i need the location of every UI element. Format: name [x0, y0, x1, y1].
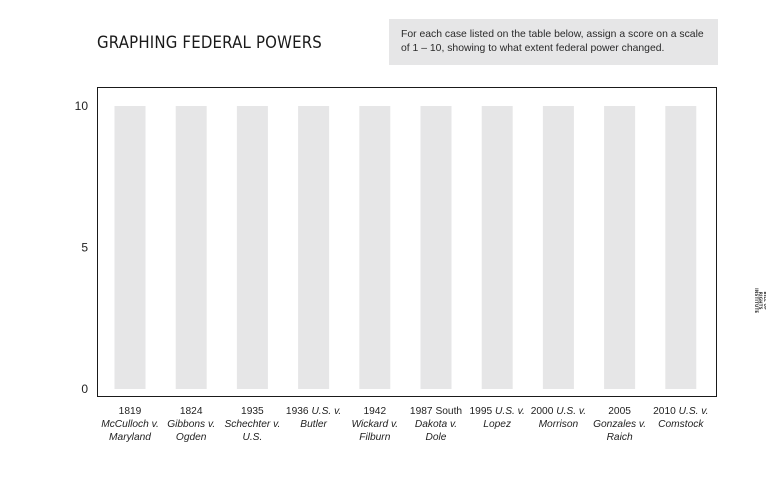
x-tick-case-line: U.S. v.: [495, 406, 525, 417]
y-tick-label-5: 5: [81, 241, 88, 255]
x-tick-case-line: Dakota v.: [414, 419, 458, 430]
bar-4: [359, 106, 391, 389]
x-tick-case-line: Ogden: [175, 432, 207, 443]
x-tick-year: 2005: [608, 406, 631, 417]
x-tick-label: 1987 South Dakota v. Dole: [404, 405, 468, 444]
logo-text: BILL OF RIGHTS INSTITUTE: [754, 288, 766, 314]
instructions-text: For each case listed on the table below,…: [401, 29, 704, 54]
y-tick-label-10: 10: [75, 99, 89, 113]
bar-0: [114, 106, 146, 389]
bar-2: [236, 106, 268, 389]
x-tick-label: 1935 Schechter v. U.S.: [220, 405, 284, 444]
x-tick-year: 1824: [179, 406, 203, 417]
x-tick-case-line: Schechter v.: [224, 419, 281, 430]
x-tick-case-line: Filburn: [359, 432, 391, 443]
x-tick-case-line: Gibbons v.: [167, 419, 216, 430]
x-tick-case-line: Butler: [300, 419, 327, 430]
bar-9: [665, 106, 697, 389]
x-tick-label: 2010 U.S. v. Comstock: [649, 405, 713, 431]
bar-8: [604, 106, 636, 389]
x-tick-case-line: Maryland: [109, 432, 151, 443]
x-tick-label: 1942 Wickard v. Filburn: [343, 405, 407, 444]
x-tick-year: 1942: [363, 406, 387, 417]
page-title: GRAPHING FEDERAL POWERS: [97, 33, 322, 53]
x-tick-case-line: U.S. v.: [678, 406, 709, 417]
x-tick-case-line: U.S. v.: [311, 406, 342, 417]
x-tick-case-line: Wickard v.: [351, 419, 399, 430]
x-tick-year: 1995: [469, 406, 493, 417]
bar-1: [175, 106, 207, 389]
x-tick-case-line: Gonzales v.: [593, 419, 647, 430]
x-tick-year: 1819: [118, 406, 142, 417]
x-tick-case-line: U.S.: [242, 432, 263, 443]
bill-of-rights-institute-logo: BILL OF RIGHTS INSTITUTE: [754, 282, 766, 318]
bar-5: [420, 106, 452, 389]
bar-3: [298, 106, 330, 389]
x-tick-year: 2010: [653, 406, 676, 417]
x-tick-case-line: South: [435, 406, 463, 417]
x-tick-label: 2005 Gonzales v. Raich: [588, 405, 652, 444]
x-tick-case-line: Raich: [606, 432, 633, 443]
x-tick-label: 1819 McCulloch v. Maryland: [98, 405, 162, 444]
y-tick-label-0: 0: [81, 382, 88, 396]
x-tick-year: 1987: [409, 406, 433, 417]
x-tick-label: 2000 U.S. v. Morrison: [526, 405, 590, 431]
bars-group: [114, 106, 697, 389]
instructions-box: For each case listed on the table below,…: [389, 19, 718, 65]
x-tick-label: 1995 U.S. v. Lopez: [465, 405, 529, 431]
y-axis-ticks: 0 5 10: [75, 99, 89, 396]
x-tick-case-line: Lopez: [483, 419, 512, 430]
bar-7: [542, 106, 574, 389]
x-tick-year: 2000: [530, 406, 554, 417]
x-tick-case-line: Comstock: [658, 419, 704, 430]
x-tick-case-line: Dole: [425, 432, 447, 443]
x-tick-case-line: U.S. v.: [556, 406, 587, 417]
x-tick-year: 1936: [285, 406, 309, 417]
bar-6: [481, 106, 513, 389]
x-tick-year: 1935: [241, 406, 264, 417]
x-tick-label: 1936 U.S. v. Butler: [282, 405, 346, 431]
x-tick-case-line: McCulloch v.: [101, 419, 159, 430]
x-tick-label: 1824 Gibbons v. Ogden: [159, 405, 223, 444]
x-tick-case-line: Morrison: [538, 419, 579, 430]
